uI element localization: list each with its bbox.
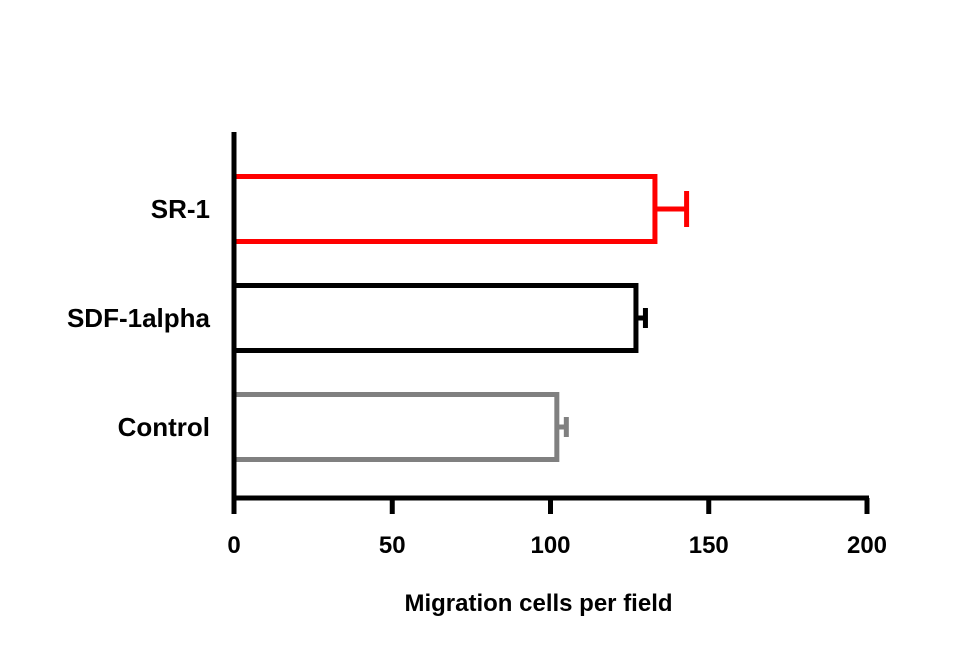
category-label: SDF-1alpha [67, 303, 211, 333]
axes-layer [231, 132, 869, 501]
x-tick-label: 150 [689, 532, 729, 559]
category-label: Control [118, 412, 210, 442]
bar-control [231, 392, 560, 462]
bars-layer [231, 174, 690, 462]
category-label: SR-1 [151, 194, 210, 224]
x-axis-title: Migration cells per field [404, 590, 672, 617]
x-tick-label: 0 [227, 532, 240, 559]
x-tick-label: 200 [847, 532, 887, 559]
bar-sr-1 [231, 174, 658, 244]
ticks-layer: 0 50 100 150 200 [227, 498, 887, 559]
x-tick-label: 50 [379, 532, 406, 559]
bar-sdf-1alpha [231, 283, 639, 353]
labels-layer: SR-1 SDF-1alpha Control [67, 194, 211, 442]
x-tick-label: 100 [530, 532, 570, 559]
